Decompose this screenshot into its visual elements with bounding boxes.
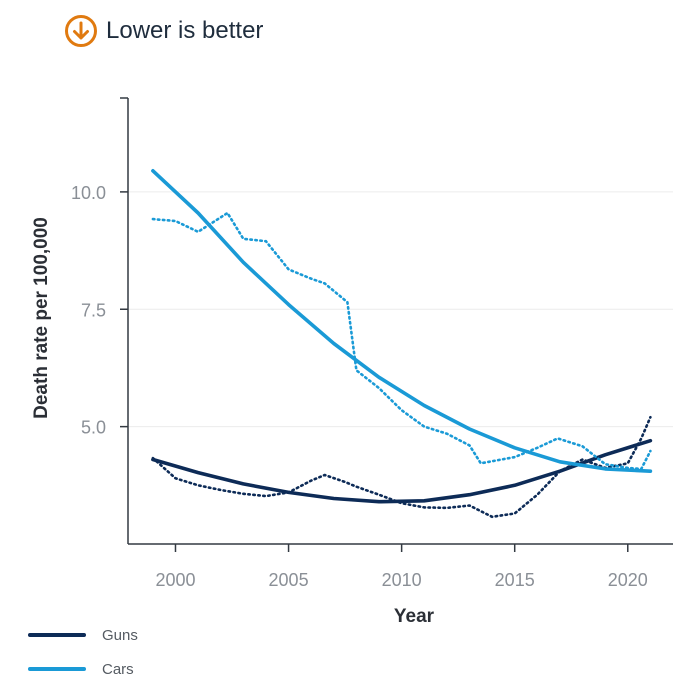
x-tick-label-2015: 2015 [495, 570, 535, 590]
legend-swatch-cars [28, 667, 86, 671]
series-lines [151, 169, 653, 519]
trend-line-cars [151, 169, 653, 474]
legend: Guns Cars [28, 618, 138, 686]
y-axis-ticks: 5.0 7.5 10.0 [71, 183, 128, 438]
y-tick-label-5.0: 5.0 [81, 418, 106, 438]
badge-text: Lower is better [106, 17, 264, 44]
legend-label-guns: Guns [102, 626, 138, 644]
legend-label-cars: Cars [102, 660, 134, 678]
y-tick-label-7.5: 7.5 [81, 300, 106, 320]
x-axis-title: Year [394, 606, 435, 627]
observed-line-cars [151, 211, 652, 471]
legend-swatch-guns [28, 633, 86, 637]
y-tick-label-10.0: 10.0 [71, 183, 106, 203]
x-tick-label-2020: 2020 [608, 570, 648, 590]
lower-is-better-badge: Lower is better [64, 14, 263, 48]
x-tick-label-2000: 2000 [155, 570, 195, 590]
x-axis-ticks: 2000 2005 2010 2015 2020 [155, 544, 648, 590]
trend-line-guns [151, 438, 653, 504]
legend-item-guns: Guns [28, 618, 138, 652]
gridlines [128, 191, 673, 428]
x-tick-label-2010: 2010 [382, 570, 422, 590]
axes [120, 97, 673, 545]
observed-line-guns [151, 415, 652, 519]
legend-item-cars: Cars [28, 652, 138, 686]
x-tick-label-2005: 2005 [269, 570, 309, 590]
y-axis-title: Death rate per 100,000 [31, 217, 52, 419]
arrow-down-circle-icon [65, 15, 97, 47]
